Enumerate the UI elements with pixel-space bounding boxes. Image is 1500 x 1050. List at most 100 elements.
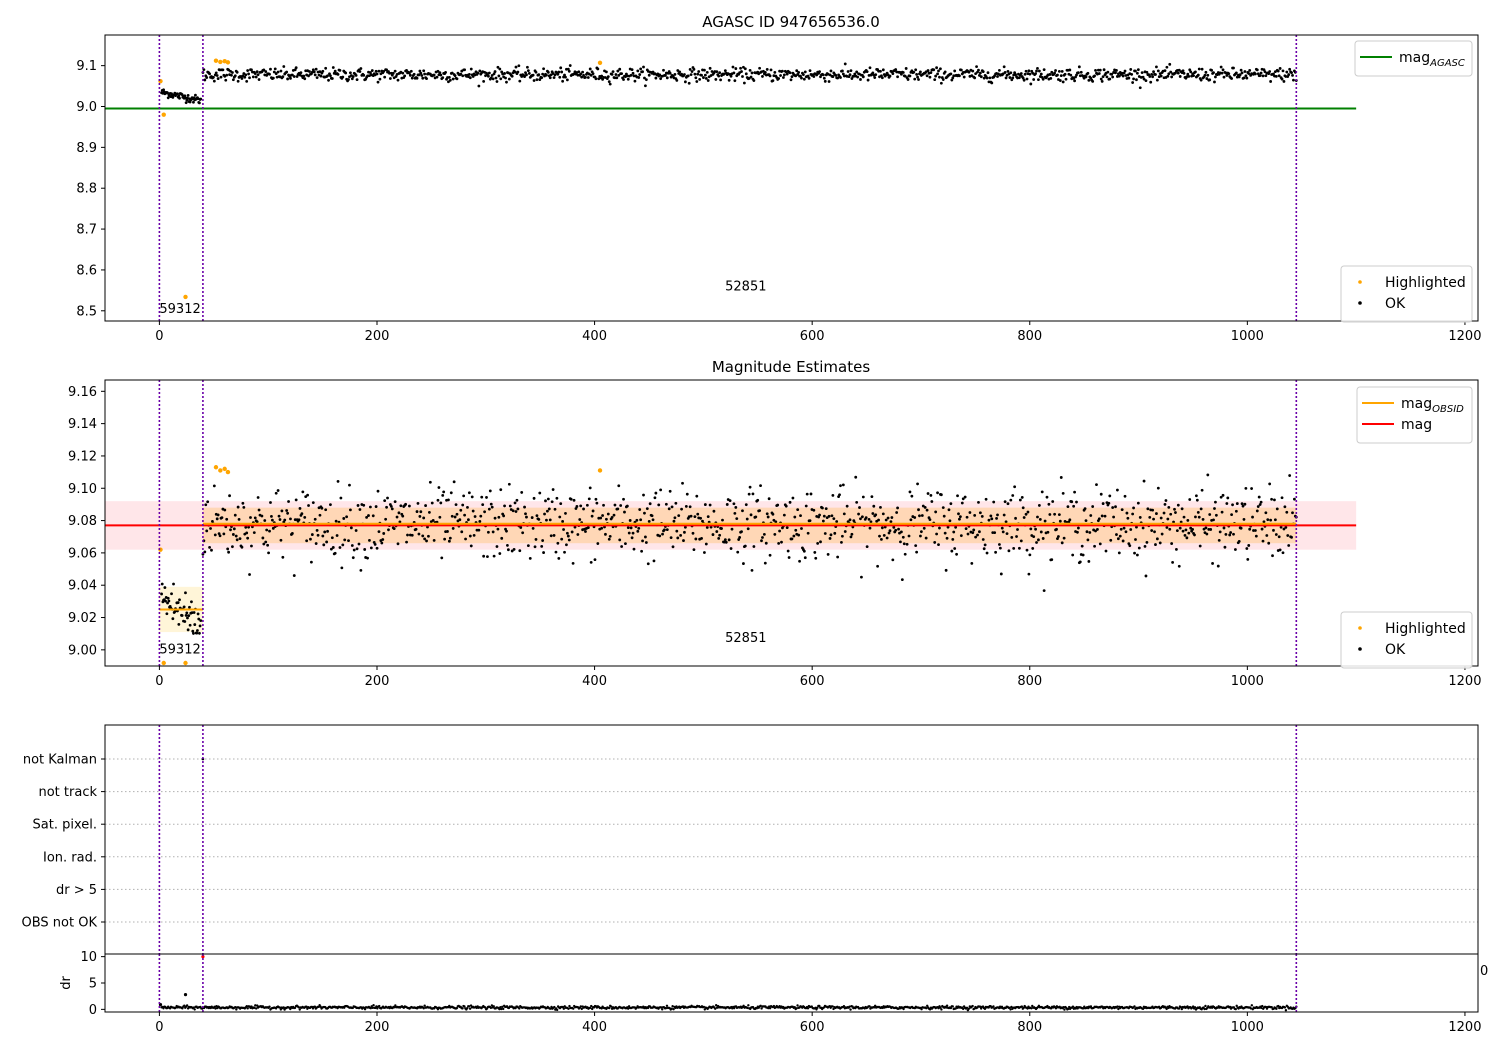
ok-point <box>552 76 556 80</box>
ok-point <box>427 534 430 538</box>
ok-point <box>700 73 703 77</box>
ok-point <box>164 599 167 603</box>
ok-point <box>1208 78 1212 82</box>
ok-point <box>641 70 644 74</box>
ok-point <box>809 492 813 496</box>
ok-point <box>476 71 480 75</box>
ok-point <box>255 70 259 74</box>
ok-point <box>1250 1004 1254 1007</box>
ok-point <box>1037 504 1041 507</box>
ok-point <box>768 74 772 78</box>
ok-point <box>495 80 499 83</box>
ok-point <box>497 74 501 78</box>
x-tick-label: 400 <box>582 329 607 344</box>
ok-point <box>1191 527 1194 531</box>
ok-point <box>662 68 665 72</box>
ok-point <box>242 505 246 509</box>
ok-point <box>591 509 595 513</box>
ok-point <box>1285 70 1289 74</box>
ok-point <box>1104 549 1108 553</box>
ok-point <box>629 73 633 77</box>
ok-point <box>741 75 744 78</box>
ok-point <box>245 79 249 83</box>
ok-point <box>213 533 217 537</box>
dr-axis-label: dr <box>59 976 74 990</box>
ok-point <box>771 512 775 516</box>
ok-point <box>718 71 722 75</box>
ok-point <box>477 528 481 532</box>
highlighted-point <box>213 58 219 63</box>
ok-point <box>1145 70 1149 74</box>
ok-point <box>469 1004 473 1007</box>
ok-point <box>1008 76 1012 79</box>
ok-point <box>1178 75 1182 78</box>
ok-point <box>797 533 801 537</box>
ok-point <box>329 503 332 507</box>
ok-point <box>831 75 835 78</box>
ok-point <box>1037 69 1041 73</box>
ok-point <box>1222 75 1226 79</box>
ok-point <box>996 75 999 78</box>
ok-point <box>868 526 872 530</box>
ok-point <box>1068 68 1072 72</box>
ok-point <box>431 519 435 522</box>
ok-point <box>671 1004 674 1008</box>
ok-point <box>303 516 307 519</box>
ok-point <box>1096 528 1099 531</box>
ok-point <box>763 70 767 74</box>
ok-point <box>1112 515 1116 519</box>
y-tick-label: 9.00 <box>68 643 97 658</box>
ok-point <box>336 479 340 483</box>
ok-point <box>589 560 593 564</box>
ok-point <box>1244 486 1248 490</box>
ok-point <box>1111 75 1115 79</box>
ok-point <box>939 493 943 497</box>
ok-point <box>1212 71 1215 75</box>
ok-point <box>1009 1008 1012 1011</box>
x-tick-label: 1000 <box>1231 1020 1264 1035</box>
ok-point <box>914 544 918 548</box>
ok-point <box>978 71 982 75</box>
ok-point <box>214 1007 217 1010</box>
ok-point <box>561 520 565 523</box>
ok-point <box>520 491 524 494</box>
ok-point <box>305 1005 308 1008</box>
ok-point <box>255 1004 259 1007</box>
ok-point <box>1188 498 1192 501</box>
ok-point <box>1231 503 1234 507</box>
ok-point <box>932 68 936 72</box>
ok-point <box>618 538 622 542</box>
ok-point <box>667 507 671 511</box>
ok-point <box>183 620 187 623</box>
ok-point <box>796 508 800 511</box>
ok-point <box>430 501 434 505</box>
ok-point <box>1172 520 1175 524</box>
ok-point <box>808 69 812 73</box>
ok-point <box>1131 81 1135 84</box>
ok-point <box>1156 486 1160 490</box>
ok-point <box>453 74 457 78</box>
ok-point <box>620 545 624 548</box>
ok-point <box>742 562 745 565</box>
ok-point <box>203 550 207 554</box>
ok-point <box>547 507 551 511</box>
ok-point <box>962 75 966 79</box>
ok-point <box>463 513 467 517</box>
ok-point <box>553 73 557 77</box>
ok-point <box>659 77 663 81</box>
ok-point <box>313 517 317 521</box>
ok-point <box>446 530 449 533</box>
ok-point <box>674 501 678 505</box>
ok-point <box>917 78 920 81</box>
ok-point <box>241 501 245 505</box>
ok-point <box>359 67 363 70</box>
ok-point <box>555 1008 559 1012</box>
ok-point <box>192 1006 195 1009</box>
ok-point <box>387 528 390 532</box>
ok-point <box>795 1007 798 1010</box>
ok-point <box>595 501 599 505</box>
ok-point <box>315 76 319 80</box>
ok-point <box>1203 1007 1206 1011</box>
ok-point <box>999 572 1003 576</box>
y-tick-label: 9.16 <box>68 385 97 400</box>
